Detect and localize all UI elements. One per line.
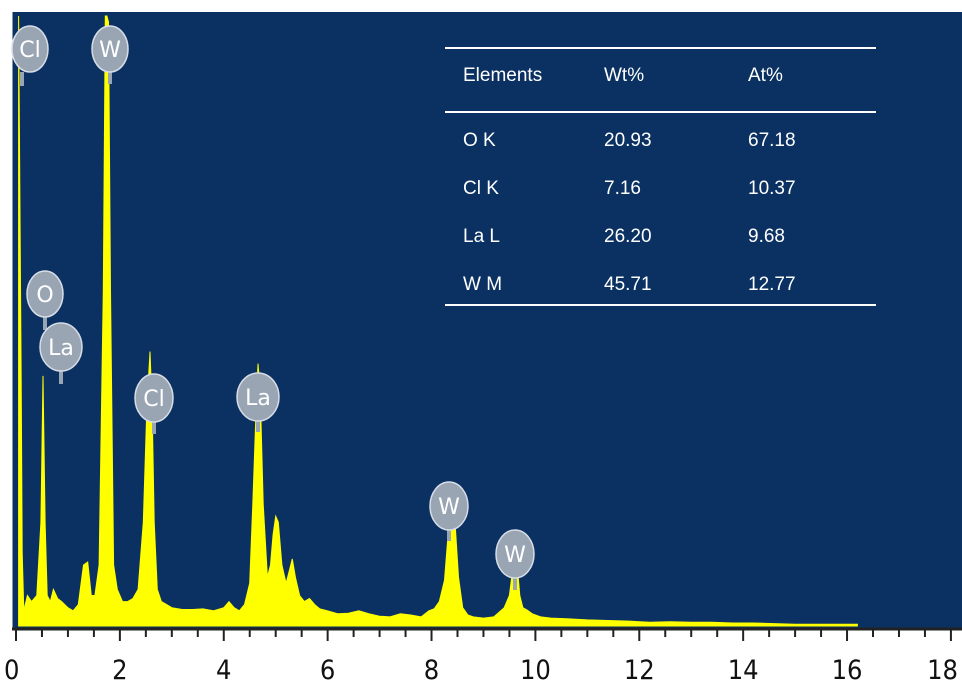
- table-cell: 67.18: [748, 130, 796, 151]
- peak-label: La: [236, 372, 280, 432]
- x-tick-label: 18: [927, 655, 958, 686]
- table-cell: 20.93: [604, 130, 652, 151]
- peak-label: W: [91, 25, 129, 84]
- x-tick-label: 2: [112, 655, 127, 686]
- table-cell: 12.77: [748, 274, 796, 295]
- table-cell: La L: [463, 226, 500, 247]
- table-header-cell: At%: [748, 65, 783, 86]
- table-cell: 9.68: [748, 226, 785, 247]
- table-cell: 10.37: [748, 178, 796, 199]
- peak-label-text: W: [99, 38, 121, 63]
- x-tick-label: 4: [216, 655, 231, 686]
- x-tick-label: 8: [424, 655, 439, 686]
- peak-label-text: O: [36, 283, 53, 308]
- table-cell: Cl K: [463, 178, 499, 199]
- peak-label-text: La: [245, 386, 271, 411]
- peak-label: O: [26, 270, 64, 330]
- peak-label-text: La: [48, 336, 74, 361]
- peak-label-badge: [134, 373, 174, 423]
- table-cell: O K: [463, 130, 496, 151]
- peak-label-badge: [26, 270, 64, 318]
- x-tick-label: 16: [832, 655, 863, 686]
- table-cell: 26.20: [604, 226, 652, 247]
- peak-label-text: Cl: [143, 387, 164, 412]
- peak-label-badge: [39, 322, 83, 372]
- peak-label-badge: [495, 529, 535, 579]
- peak-label-text: W: [438, 495, 460, 520]
- x-tick-label: 0: [4, 655, 19, 686]
- x-tick-label: 14: [728, 655, 759, 686]
- peak-label: W: [495, 529, 535, 590]
- x-tick-label: 10: [520, 655, 551, 686]
- peak-label: Cl: [11, 25, 49, 86]
- peak-label-text: W: [504, 543, 526, 568]
- composition-table: Elements Wt% At% O K 20.93 67.18 Cl K 7.16 10.37…: [445, 47, 876, 306]
- peak-label-badge: [91, 25, 129, 73]
- peak-label: La: [39, 322, 83, 384]
- table-cell: 7.16: [604, 178, 641, 199]
- plot-background: [12, 12, 962, 628]
- peak-labels: Cl W O La Cl La W W: [11, 25, 535, 590]
- table-header-cell: Elements: [463, 65, 542, 86]
- x-axis: 0 2 4 6 8 10 12 14 16 18: [4, 627, 962, 686]
- peak-label: Cl: [134, 373, 174, 434]
- peak-label-text: Cl: [19, 38, 40, 63]
- table-cell: W M: [463, 274, 502, 295]
- table-cell: 45.71: [604, 274, 652, 295]
- peak-label-badge: [236, 372, 280, 422]
- peak-label-badge: [429, 481, 469, 531]
- peak-label: W: [429, 481, 469, 541]
- spectrum-area: [18, 15, 858, 627]
- spectrum-layer: [11, 12, 858, 628]
- table-header-cell: Wt%: [604, 65, 644, 86]
- x-tick-label: 12: [624, 655, 655, 686]
- x-tick-label: 6: [320, 655, 335, 686]
- peak-label-badge: [11, 25, 49, 73]
